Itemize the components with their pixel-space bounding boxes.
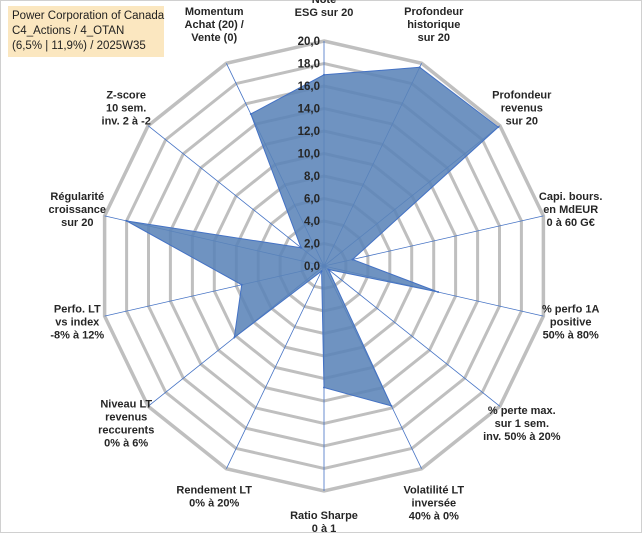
- tick-label: 6,0: [304, 194, 320, 206]
- data-point: [233, 336, 236, 339]
- category-label: Profondeur historique sur 20: [404, 6, 464, 44]
- radar-series: [125, 66, 500, 407]
- category-label: Capi. bours. en MdEUR 0 à 60 G€: [539, 191, 603, 229]
- data-point: [249, 113, 252, 115]
- category-label: Volatilité LT inversée 40% à 0%: [403, 485, 464, 523]
- data-point: [125, 219, 128, 222]
- title-line-2: C4_Actions / 4_OTAN: [12, 25, 125, 37]
- chart-title: Power Corporation of Canada C4_Actions /…: [8, 6, 164, 57]
- radar-spoke: [226, 265, 325, 469]
- category-label: Niveau LT revenus reccurents 0% à 6%: [98, 399, 154, 450]
- title-line-1: Power Corporation of Canada: [12, 10, 165, 22]
- title-line-3: (6,5% | 11,9%) / 2025W35: [12, 40, 146, 52]
- radar-spoke: [323, 265, 501, 407]
- data-point: [418, 66, 421, 69]
- category-label: Régularité croissance sur 20: [49, 191, 106, 229]
- tick-label: 18,0: [298, 59, 320, 71]
- category-label: Rendement LT 0% à 20%: [176, 485, 252, 510]
- data-point: [300, 246, 303, 249]
- data-point: [390, 404, 393, 407]
- tick-label: 2,0: [304, 239, 320, 251]
- radar-tick-labels: 0,0 2,0 4,0 6,0 8,0 10,0 12,0 14,0 16,0 18,0 20,0: [298, 36, 320, 273]
- data-point: [437, 291, 440, 293]
- series-area: [126, 66, 499, 407]
- tick-label: 8,0: [304, 171, 320, 183]
- tick-label: 4,0: [304, 216, 320, 228]
- tick-label: 10,0: [298, 149, 320, 161]
- tick-label: 16,0: [298, 81, 320, 93]
- radar-spoke: [323, 215, 544, 267]
- data-point: [323, 386, 325, 389]
- category-label: Perfo. LT vs index -8% à 12%: [50, 304, 104, 342]
- tick-label: 0,0: [304, 261, 320, 273]
- tick-label: 20,0: [298, 36, 320, 48]
- data-point: [323, 73, 325, 76]
- category-label: % perfo 1A positive 50% à 80%: [542, 304, 600, 342]
- category-label: NoteESG sur 20: [295, 0, 354, 19]
- category-label: % perte max. sur 1 sem. inv. 50% à 20%: [483, 405, 561, 443]
- category-label: Profondeur revenus sur 20: [492, 90, 552, 128]
- data-point: [327, 268, 330, 271]
- category-label: Z-score 10 sem. inv. 2 à -2: [102, 90, 151, 128]
- tick-label: 14,0: [298, 104, 320, 116]
- data-point: [240, 283, 243, 286]
- data-point: [351, 258, 354, 261]
- tick-label: 12,0: [298, 126, 320, 138]
- radar-spoke: [147, 125, 325, 267]
- category-label: Ratio Sharpe 0 à 1: [290, 510, 358, 533]
- category-label: Momentum Achat (20) / Vente (0): [185, 6, 244, 44]
- data-point: [497, 126, 500, 129]
- data-point: [320, 270, 323, 273]
